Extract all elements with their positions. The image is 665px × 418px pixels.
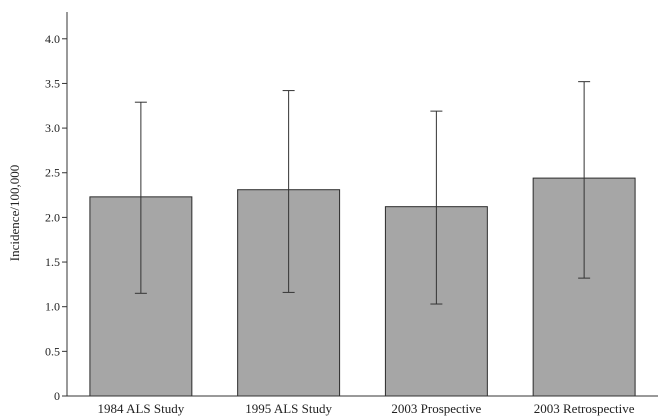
category-labels: 1984 ALS Study 1995 ALS Study 2003 Prospec… [98, 401, 635, 416]
category-label: 1995 ALS Study [245, 401, 332, 416]
y-tick-label: 3.5 [45, 76, 60, 90]
category-label: 2003 Prospective [391, 401, 481, 416]
y-tick-label: 2.0 [45, 210, 60, 224]
y-tick-label: 1.5 [45, 255, 60, 269]
y-tick-label: 4.0 [45, 32, 60, 46]
category-label: 1984 ALS Study [98, 401, 185, 416]
category-label: 2003 Retrospective [534, 401, 635, 416]
y-axis: 0 0.5 1.0 1.5 2.0 2.5 3.0 3.5 4.0 [45, 12, 68, 403]
error-bars [134, 81, 591, 305]
y-tick-label: 1.0 [45, 300, 60, 314]
y-axis-label: Incidence/100,000 [7, 165, 22, 261]
y-tick-label: 0.5 [45, 344, 60, 358]
bars [89, 177, 636, 397]
y-tick-label: 0 [54, 389, 60, 403]
y-tick-label: 3.0 [45, 121, 60, 135]
y-tick-label: 2.5 [45, 166, 60, 180]
